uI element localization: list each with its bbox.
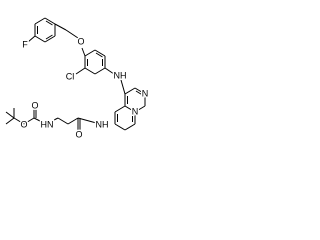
- structure-diagram: F O Cl NH N N O O HN O NH: [5, 17, 150, 141]
- atom-label: NH: [96, 119, 109, 129]
- atom-label: O: [77, 36, 84, 46]
- atom-labels: F O Cl NH N N O O HN O NH: [19, 35, 150, 141]
- atom-label: HN: [41, 119, 54, 129]
- atom-label: O: [31, 100, 38, 110]
- atom-label: N: [142, 88, 149, 98]
- atom-label: F: [22, 39, 28, 49]
- atom-label: O: [75, 129, 82, 139]
- atom-label: N: [132, 106, 139, 116]
- bonds: [5, 17, 146, 132]
- atom-label: NH: [114, 70, 127, 80]
- atom-label: O: [20, 119, 27, 129]
- atom-label: Cl: [66, 71, 75, 81]
